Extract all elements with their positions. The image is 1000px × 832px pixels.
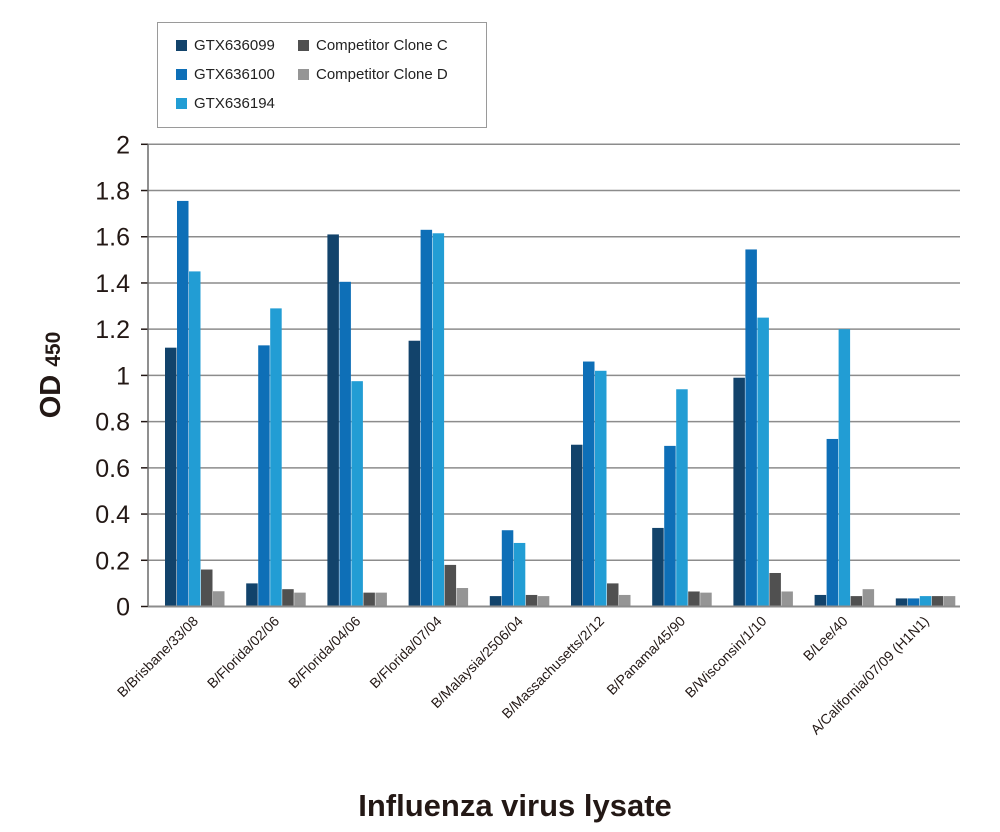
bar-gtx636100 [583,361,595,607]
legend-label: GTX636099 [194,37,275,54]
bar-gtx636100 [501,530,514,607]
bar-gtx636100 [745,249,757,607]
bar-gtx636194 [838,329,851,607]
bar-competitor-clone-c [363,592,375,607]
y-tick-label: 2 [116,131,130,159]
bar-gtx636194 [919,596,932,607]
bar-gtx636194 [432,233,445,607]
bar-gtx636100 [258,345,270,607]
bar-gtx636194 [757,317,769,607]
bar-competitor-clone-d [943,596,956,607]
bar-competitor-clone-d [375,592,387,607]
bar-gtx636099 [489,596,502,607]
bar-competitor-clone-d [619,594,631,607]
y-tick-label: 0.8 [95,409,130,437]
bar-competitor-clone-c [607,583,619,607]
bar-gtx636100 [339,281,351,607]
legend-item-competitor-c: Competitor Clone C [298,37,448,54]
bar-competitor-clone-d [537,596,550,607]
bar-gtx636099 [408,340,421,607]
legend-swatch [176,98,187,109]
bar-gtx636100 [420,229,433,607]
y-axis-title-main: OD [35,367,67,419]
bar-competitor-clone-d [213,591,225,607]
bar-gtx636194 [595,370,607,607]
bar-competitor-clone-c [282,589,294,607]
bar-competitor-clone-d [862,589,875,607]
bar-gtx636099 [733,377,745,607]
x-tick-label: B/Florida/02/06 [204,613,283,692]
legend-swatch [176,69,187,80]
legend-label: GTX636194 [194,95,275,112]
y-tick-label: 1 [116,362,130,390]
bar-competitor-clone-d [700,592,712,607]
bar-competitor-clone-c [444,564,457,607]
bar-competitor-clone-d [781,591,793,607]
x-tick-label: B/Florida/07/04 [366,613,445,692]
bar-competitor-clone-c [688,591,700,607]
bar-competitor-clone-d [294,592,306,607]
x-tick-label: B/Lee/40 [800,613,851,664]
legend-swatch [298,40,309,51]
y-axis-title-subscript: 450 [42,332,65,367]
legend-item-competitor-d: Competitor Clone D [298,66,448,83]
y-tick-label: 1.8 [95,178,130,206]
bar-competitor-clone-c [769,572,781,607]
bar-gtx636194 [351,381,363,607]
bar-competitor-clone-d [456,588,469,607]
bar-gtx636099 [895,598,908,607]
bar-gtx636099 [814,594,827,607]
x-tick-label: B/Florida/04/06 [285,613,364,692]
y-tick-label: 1.6 [95,224,130,252]
y-tick-label: 0.2 [95,547,130,575]
legend-label: Competitor Clone D [316,66,448,83]
legend-swatch [176,40,187,51]
bar-competitor-clone-c [525,594,538,607]
x-axis-title: Influenza virus lysate [358,788,672,823]
y-tick-label: 0.4 [95,501,130,529]
bar-gtx636099 [327,234,339,607]
bar-competitor-clone-c [931,596,944,607]
bar-gtx636099 [246,583,258,607]
bar-gtx636194 [189,271,201,607]
bar-gtx636100 [664,445,676,607]
x-tick-label: B/Brisbane/33/08 [114,613,201,700]
y-tick-label: 1.2 [95,316,130,344]
bar-gtx636194 [513,542,526,607]
x-tick-label: B/Panama/45/90 [603,613,688,698]
bar-competitor-clone-c [201,569,213,607]
legend-item-gtx636194: GTX636194 [176,95,275,112]
legend-item-gtx636100: GTX636100 [176,66,275,83]
bar-gtx636099 [165,347,177,607]
bar-competitor-clone-c [850,596,863,607]
bar-gtx636100 [826,438,839,607]
bar-gtx636100 [907,598,920,607]
y-tick-label: 0 [116,594,130,622]
legend-item-gtx636099: GTX636099 [176,37,275,54]
legend-label: GTX636100 [194,66,275,83]
x-tick-label: B/Wisconsin/1/10 [682,613,770,701]
y-axis-title: OD 450 [35,332,67,419]
legend: GTX636099 GTX636100 GTX636194 Competitor… [157,22,487,128]
bar-gtx636099 [652,527,664,607]
bar-gtx636100 [177,200,189,607]
bar-gtx636099 [571,444,583,607]
bar-gtx636194 [270,308,282,607]
bar-gtx636194 [676,389,688,607]
legend-label: Competitor Clone C [316,37,448,54]
legend-swatch [298,69,309,80]
y-tick-label: 0.6 [95,455,130,483]
y-tick-label: 1.4 [95,270,130,298]
